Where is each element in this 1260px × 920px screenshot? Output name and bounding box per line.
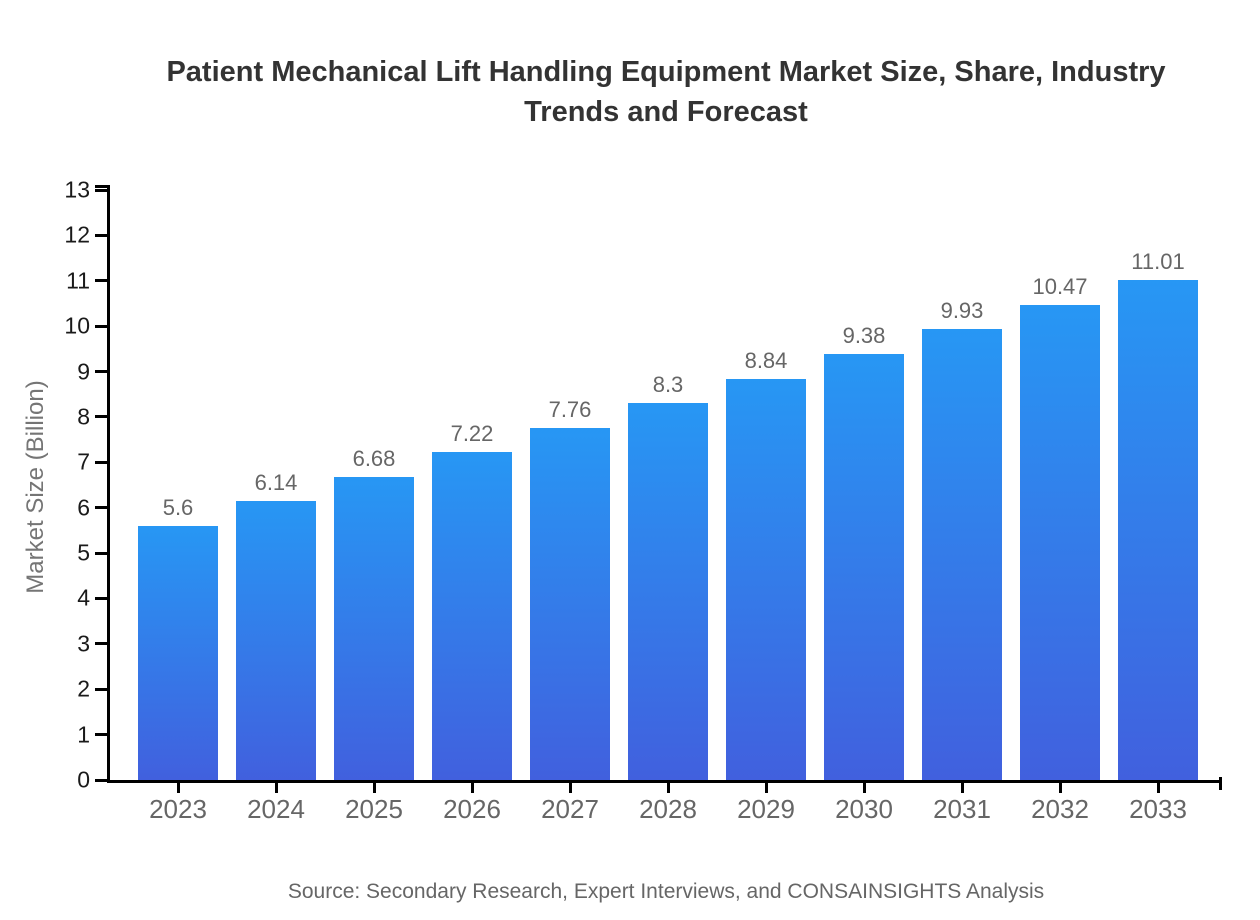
- y-tick: [95, 506, 107, 510]
- bar: [432, 452, 512, 780]
- bar-slot: 10.47 2032: [1020, 190, 1100, 822]
- x-axis-end-cap: [1219, 777, 1222, 790]
- bar: [334, 476, 414, 780]
- bar-value-label: 9.93: [940, 298, 984, 324]
- bar-slot: 8.84 2029: [726, 190, 806, 822]
- bar: [1118, 280, 1198, 780]
- y-tick: [95, 324, 107, 328]
- bar-slot: 11.01 2033: [1118, 190, 1198, 822]
- y-tick: [95, 778, 107, 782]
- bar: [530, 427, 610, 780]
- y-tick-label: 10: [64, 312, 90, 339]
- y-tick: [95, 279, 107, 283]
- y-tick-label: 1: [77, 721, 90, 748]
- y-tick-label: 3: [77, 630, 90, 657]
- bar: [138, 525, 218, 780]
- y-tick-label: 12: [64, 221, 90, 248]
- bar-value-label: 7.76: [548, 396, 592, 422]
- bar-value-label: 8.3: [652, 372, 684, 398]
- x-tick: [568, 783, 572, 793]
- x-tick-label: 2023: [149, 794, 207, 824]
- source-note: Source: Secondary Research, Expert Inter…: [287, 880, 1045, 903]
- chart-title: Patient Mechanical Lift Handling Equipme…: [166, 56, 1166, 129]
- x-tick-label: 2032: [1031, 794, 1089, 824]
- bar-slot: 5.6 2023: [138, 190, 218, 822]
- y-tick-label: 11: [66, 267, 90, 294]
- bar-slot: 6.14 2024: [236, 190, 316, 822]
- bar-slot: 7.22 2026: [432, 190, 512, 822]
- bar: [824, 354, 904, 780]
- x-tick-label: 2027: [541, 794, 599, 824]
- y-tick: [95, 551, 107, 555]
- bar-value-label: 6.14: [254, 470, 298, 496]
- x-tick: [372, 783, 376, 793]
- bars-container: 5.6 2023 6.14 2024 6.68 2025 7.22 2026 7.76 2027 8…: [110, 190, 1222, 822]
- x-tick: [764, 783, 768, 793]
- bar-value-label: 11.01: [1131, 249, 1185, 275]
- y-axis-title: Market Size (Billion): [22, 380, 49, 594]
- y-axis-line: [107, 185, 110, 783]
- y-tick: [95, 188, 107, 192]
- bar-value-label: 7.22: [450, 421, 494, 447]
- bar-value-label: 8.84: [744, 347, 788, 373]
- bar: [922, 329, 1002, 780]
- bar-slot: 9.38 2030: [824, 190, 904, 822]
- bar-slot: 8.3 2028: [628, 190, 708, 822]
- bar-value-label: 5.6: [162, 494, 194, 520]
- y-tick-label: 13: [64, 176, 90, 203]
- bar-slot: 6.68 2025: [334, 190, 414, 822]
- x-tick: [1156, 783, 1160, 793]
- bar-slot: 9.93 2031: [922, 190, 1002, 822]
- x-tick: [176, 783, 180, 793]
- y-tick: [95, 733, 107, 737]
- x-tick-label: 2025: [345, 794, 403, 824]
- plot-area: 0 1 2 3 4 5 6 7 8 9 10 11 12 13 5.6 2023 6.14 2024 6.68 20…: [64, 178, 1222, 822]
- y-tick-label: 7: [77, 448, 90, 475]
- x-tick-label: 2028: [639, 794, 697, 824]
- x-tick: [1058, 783, 1062, 793]
- x-tick-label: 2031: [933, 794, 991, 824]
- y-tick-label: 6: [77, 494, 90, 521]
- x-tick: [960, 783, 964, 793]
- y-tick-label: 5: [77, 539, 90, 566]
- y-tick: [95, 687, 107, 691]
- y-tick: [95, 596, 107, 600]
- x-tick: [274, 783, 278, 793]
- bar-value-label: 9.38: [842, 323, 886, 349]
- y-tick: [95, 233, 107, 237]
- y-tick: [95, 642, 107, 646]
- y-tick: [95, 460, 107, 464]
- bar: [628, 403, 708, 780]
- bar: [726, 378, 806, 780]
- bar-slot: 7.76 2027: [530, 190, 610, 822]
- bar: [1020, 304, 1100, 780]
- y-tick-label: 4: [77, 584, 90, 611]
- y-tick: [95, 415, 107, 419]
- x-tick: [862, 783, 866, 793]
- x-tick-label: 2026: [443, 794, 501, 824]
- x-tick: [470, 783, 474, 793]
- y-tick-label: 8: [77, 403, 90, 430]
- x-tick-label: 2033: [1129, 794, 1187, 824]
- x-tick-label: 2029: [737, 794, 795, 824]
- x-tick-label: 2030: [835, 794, 893, 824]
- y-tick-label: 2: [77, 675, 90, 702]
- y-tick-label: 9: [77, 358, 90, 385]
- bar-value-label: 6.68: [352, 445, 396, 471]
- x-axis-line: [107, 780, 1222, 783]
- bar-value-label: 10.47: [1032, 273, 1088, 299]
- y-tick-label: 0: [77, 766, 90, 793]
- y-tick: [95, 370, 107, 374]
- x-tick-label: 2024: [247, 794, 305, 824]
- x-tick: [666, 783, 670, 793]
- bar: [236, 501, 316, 780]
- y-axis-end-cap: [95, 185, 107, 188]
